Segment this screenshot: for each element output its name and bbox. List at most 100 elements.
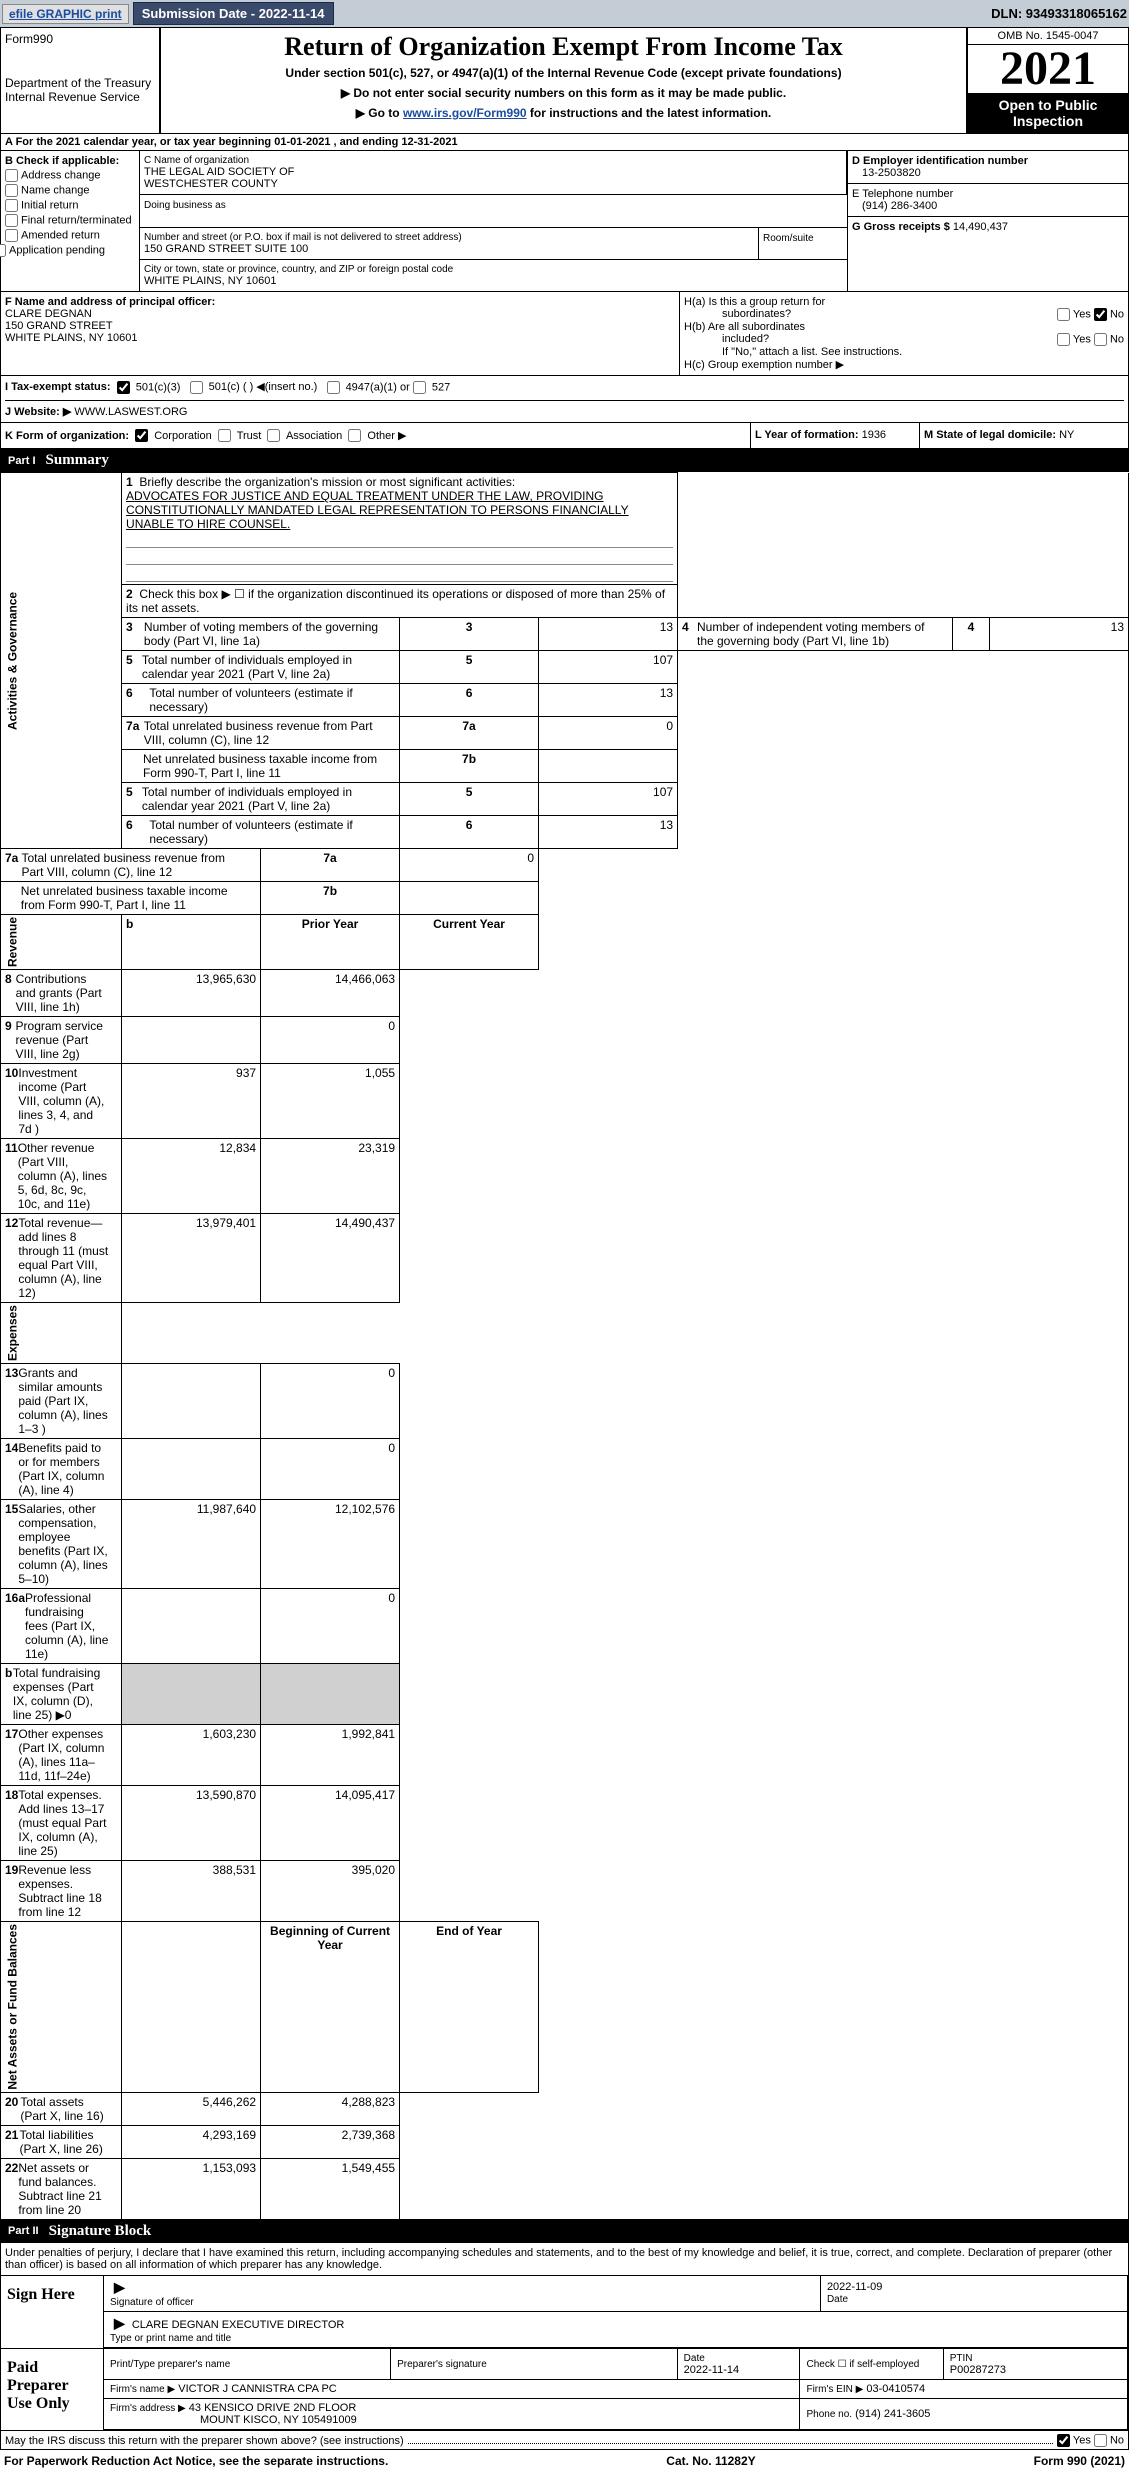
- chk-application-pending[interactable]: Application pending: [5, 244, 135, 257]
- table-row: Total liabilities (Part X, line 26): [19, 2128, 109, 2156]
- dln-label: DLN: 93493318065162: [991, 6, 1127, 21]
- section-j-label: J Website: ▶: [5, 406, 71, 418]
- chk-501c3[interactable]: 501(c)(3): [117, 381, 181, 394]
- arrow-icon: ▶: [110, 2315, 129, 2331]
- table-row: Net assets or fund balances. Subtract li…: [18, 2161, 109, 2217]
- h-note: If "No," attach a list. See instructions…: [722, 346, 1124, 358]
- firm-name: VICTOR J CANNISTRA CPA PC: [178, 2383, 337, 2395]
- top-bar: efile GRAPHIC print Submission Date - 20…: [0, 0, 1129, 28]
- info-grid: B Check if applicable: Address change Na…: [0, 151, 1129, 292]
- chk-527[interactable]: 527: [413, 381, 450, 394]
- sign-here-label: Sign Here: [1, 2276, 104, 2348]
- section-b-label: B Check if applicable:: [5, 155, 119, 167]
- chk-name-change[interactable]: Name change: [5, 184, 135, 197]
- fh-grid: F Name and address of principal officer:…: [0, 292, 1129, 376]
- firm-addr2: MOUNT KISCO, NY 105491009: [200, 2414, 357, 2426]
- cat-no: Cat. No. 11282Y: [666, 2454, 755, 2468]
- discuss-no[interactable]: No: [1094, 2434, 1124, 2447]
- hc-label: H(c) Group exemption number ▶: [684, 358, 1124, 371]
- irs-link[interactable]: www.irs.gov/Form990: [403, 106, 527, 120]
- firm-phone: (914) 241-3605: [855, 2408, 930, 2420]
- city-label: City or town, state or province, country…: [144, 264, 843, 275]
- table-row: Salaries, other compensation, employee b…: [18, 1502, 109, 1586]
- ha-yes[interactable]: Yes: [1057, 308, 1091, 321]
- officer-addr1: 150 GRAND STREET: [5, 320, 113, 332]
- table-row: Total expenses. Add lines 13–17 (must eq…: [18, 1788, 109, 1858]
- chk-address-change[interactable]: Address change: [5, 169, 135, 182]
- gov-line: Net unrelated business taxable income fr…: [21, 884, 248, 912]
- gov-line: Total number of volunteers (estimate if …: [149, 686, 387, 714]
- chk-501c[interactable]: 501(c) ( ) ◀(insert no.): [190, 380, 318, 394]
- org-name-2: WESTCHESTER COUNTY: [144, 178, 842, 190]
- paid-preparer-label: Paid Preparer Use Only: [1, 2349, 104, 2430]
- gov-line: Total number of individuals employed in …: [142, 785, 387, 813]
- chk-assoc[interactable]: Association: [267, 430, 342, 442]
- submission-date-button[interactable]: Submission Date - 2022-11-14: [133, 2, 334, 25]
- section-c-label: C Name of organization: [144, 155, 842, 166]
- form-subtitle: Under section 501(c), 527, or 4947(a)(1)…: [165, 66, 962, 80]
- open-to-public: Open to PublicInspection: [968, 93, 1128, 133]
- section-f-label: F Name and address of principal officer:: [5, 296, 215, 308]
- type-print-label: Type or print name and title: [110, 2333, 231, 2344]
- chk-trust[interactable]: Trust: [218, 430, 262, 442]
- part1-bar: Part I Summary: [0, 449, 1129, 472]
- efile-link[interactable]: efile GRAPHIC print: [2, 4, 129, 24]
- table-row: Other revenue (Part VIII, column (A), li…: [18, 1141, 109, 1211]
- org-city: WHITE PLAINS, NY 10601: [144, 275, 843, 287]
- ij-grid: I Tax-exempt status: 501(c)(3) 501(c) ( …: [0, 376, 1129, 423]
- table-row: Revenue less expenses. Subtract line 18 …: [18, 1863, 109, 1919]
- section-g-label: G Gross receipts $: [852, 221, 950, 233]
- klm-grid: K Form of organization: Corporation Trus…: [0, 423, 1129, 450]
- gov-line: Number of voting members of the governin…: [144, 620, 387, 648]
- form-footer: Form 990 (2021): [1034, 2454, 1125, 2468]
- officer-name-title: CLARE DEGNAN EXECUTIVE DIRECTOR: [132, 2319, 345, 2331]
- ha-label: H(a) Is this a group return for: [684, 296, 825, 308]
- hb-yes[interactable]: Yes: [1057, 333, 1091, 346]
- discuss-yes[interactable]: Yes: [1057, 2434, 1091, 2447]
- period-row: A For the 2021 calendar year, or tax yea…: [0, 134, 1129, 151]
- dept-treasury: Department of the Treasury: [5, 76, 155, 90]
- officer-addr2: WHITE PLAINS, NY 10601: [5, 332, 137, 344]
- section-e-label: E Telephone number: [852, 188, 1124, 200]
- chk-initial-return[interactable]: Initial return: [5, 199, 135, 212]
- org-address: 150 GRAND STREET SUITE 100: [144, 243, 754, 255]
- line1-label: Briefly describe the organization's miss…: [139, 475, 515, 489]
- paperwork-notice: For Paperwork Reduction Act Notice, see …: [4, 2454, 388, 2468]
- gov-line: Total number of volunteers (estimate if …: [149, 818, 387, 846]
- begin-year-header: Beginning of Current Year: [261, 1922, 400, 2093]
- gov-line: Total unrelated business revenue from Pa…: [21, 851, 248, 879]
- chk-final-return[interactable]: Final return/terminated: [5, 214, 135, 227]
- instr-1: ▶ Do not enter social security numbers o…: [165, 86, 962, 100]
- arrow-icon: ▶: [110, 2279, 129, 2295]
- table-row: Investment income (Part VIII, column (A)…: [18, 1066, 109, 1136]
- table-row: Total revenue—add lines 8 through 11 (mu…: [18, 1216, 109, 1300]
- sig-date-label: Date: [827, 2294, 848, 2305]
- firm-addr1: 43 KENSICO DRIVE 2ND FLOOR: [189, 2402, 357, 2414]
- chk-amended-return[interactable]: Amended return: [5, 229, 135, 242]
- table-row: Grants and similar amounts paid (Part IX…: [18, 1366, 109, 1436]
- exp-label: Expenses: [1, 1303, 122, 1364]
- gov-line: Number of independent voting members of …: [697, 620, 940, 648]
- table-row: Total assets (Part X, line 16): [20, 2095, 109, 2123]
- table-row: Professional fundraising fees (Part IX, …: [25, 1591, 109, 1661]
- phone-value: (914) 286-3400: [852, 200, 1124, 212]
- current-year-header: Current Year: [400, 915, 539, 970]
- ptin-value: P00287273: [950, 2364, 1006, 2376]
- website-url: WWW.LASWEST.ORG: [74, 406, 187, 418]
- ha-no[interactable]: No: [1094, 308, 1124, 321]
- instr-2: ▶ Go to www.irs.gov/Form990 for instruct…: [165, 106, 962, 120]
- gov-line: Net unrelated business taxable income fr…: [143, 752, 387, 780]
- hb-no[interactable]: No: [1094, 333, 1124, 346]
- section-l-label: L Year of formation:: [755, 429, 859, 441]
- chk-corp[interactable]: Corporation: [135, 430, 212, 442]
- form-word: Form: [5, 32, 33, 46]
- table-row: Total fundraising expenses (Part IX, col…: [13, 1666, 109, 1722]
- addr-label: Number and street (or P.O. box if mail i…: [144, 232, 754, 243]
- firm-ein: 03-0410574: [866, 2383, 925, 2395]
- chk-other[interactable]: Other ▶: [348, 430, 406, 442]
- chk-4947[interactable]: 4947(a)(1) or: [327, 381, 410, 394]
- rev-label: Revenue: [1, 915, 122, 970]
- ein-value: 13-2503820: [852, 167, 1124, 179]
- mission-text: ADVOCATES FOR JUSTICE AND EQUAL TREATMEN…: [126, 489, 629, 531]
- table-row: Program service revenue (Part VIII, line…: [16, 1019, 110, 1061]
